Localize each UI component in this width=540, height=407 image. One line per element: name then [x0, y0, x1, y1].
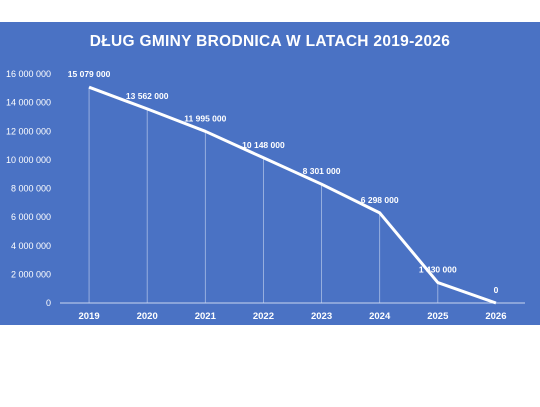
x-tick-label: 2019	[78, 311, 99, 322]
y-tick-label: 10 000 000	[6, 155, 51, 165]
x-tick-label: 2026	[485, 311, 506, 322]
y-tick-label: 2 000 000	[11, 269, 51, 279]
data-label: 0	[494, 285, 499, 295]
data-label: 1 430 000	[419, 265, 457, 275]
y-tick-label: 12 000 000	[6, 126, 51, 136]
x-tick-label: 2023	[311, 311, 332, 322]
data-label: 13 562 000	[126, 91, 169, 101]
chart-panel: DŁUG GMINY BRODNICA W LATACH 2019-2026 0…	[0, 22, 540, 325]
x-tick-label: 2024	[369, 311, 391, 322]
y-tick-label: 0	[46, 298, 51, 308]
x-tick-label: 2025	[427, 311, 449, 322]
data-labels: 15 079 000 13 562 000 11 995 000 10 148 000…	[68, 69, 499, 295]
debt-line-chart: DŁUG GMINY BRODNICA W LATACH 2019-2026 0…	[6, 33, 525, 322]
x-tick-label: 2022	[253, 311, 274, 322]
y-axis-tick-labels: 0 2 000 000 4 000 000 6 000 000 8 000 000 10 …	[6, 69, 51, 308]
x-axis-tick-labels: 2019 2020 2021 2022 2023 2024 2025 2026	[78, 311, 506, 322]
data-label: 10 148 000	[242, 140, 285, 150]
y-tick-label: 8 000 000	[11, 184, 51, 194]
data-label: 11 995 000	[184, 113, 226, 123]
data-label: 15 079 000	[68, 69, 111, 79]
x-tick-label: 2020	[137, 311, 158, 322]
y-tick-label: 4 000 000	[11, 241, 51, 251]
y-tick-label: 16 000 000	[6, 69, 51, 79]
drop-lines	[88, 87, 439, 303]
data-label: 8 301 000	[303, 166, 341, 176]
y-tick-label: 14 000 000	[6, 98, 51, 108]
x-tick-label: 2021	[195, 311, 217, 322]
series-line-debt	[88, 85, 497, 305]
chart-title: DŁUG GMINY BRODNICA W LATACH 2019-2026	[90, 33, 451, 50]
data-label: 6 298 000	[361, 195, 399, 205]
y-tick-label: 6 000 000	[11, 212, 51, 222]
